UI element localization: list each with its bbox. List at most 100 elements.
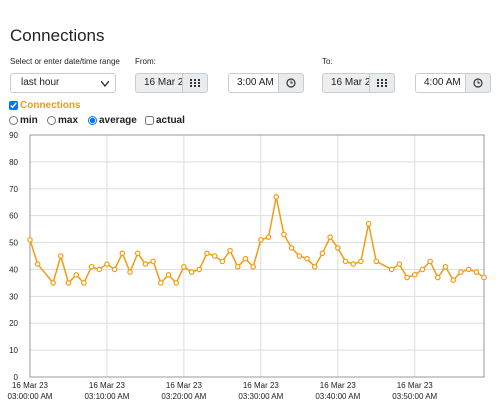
clock-icon xyxy=(473,78,483,88)
data-point xyxy=(473,269,480,275)
y-tick-label: 40 xyxy=(9,265,18,274)
x-tick-time: 03:50:00 AM xyxy=(392,392,437,401)
data-point xyxy=(181,263,187,270)
chart: 0 10 20 30 40 50 60 70 80 90 16 Mar 23 03:00:00 AM 1… xyxy=(8,131,487,401)
data-point xyxy=(435,274,441,281)
calendar-button[interactable] xyxy=(182,73,208,93)
range-value: last hour xyxy=(21,77,60,88)
actual-label: actual xyxy=(156,115,185,126)
to-date-value: 16 Mar 23 xyxy=(331,77,370,88)
to-date[interactable]: 16 Mar 23 xyxy=(322,73,370,93)
data-point xyxy=(234,263,241,270)
data-point xyxy=(227,247,233,254)
to-time-value: 4:00 AM xyxy=(424,77,461,88)
data-point xyxy=(104,261,110,267)
series-label: Connections xyxy=(20,100,81,111)
calendar-button[interactable] xyxy=(369,73,395,93)
data-point xyxy=(65,280,72,286)
y-tick-label: 20 xyxy=(9,319,18,328)
plot-border xyxy=(29,134,485,378)
x-tick-date: 16 Mar 23 xyxy=(12,381,49,390)
y-tick-label: 80 xyxy=(9,158,18,167)
data-point xyxy=(250,263,256,270)
data-point xyxy=(373,258,380,265)
aggregate-option[interactable]: min xyxy=(9,115,38,126)
data-point xyxy=(134,250,141,257)
x-tick-time: 03:30:00 AM xyxy=(238,392,283,401)
data-point xyxy=(365,220,372,227)
data-point xyxy=(150,258,156,265)
data-point xyxy=(342,258,349,265)
to-time[interactable]: 4:00 AM xyxy=(415,73,466,93)
x-tick-time: 03:00:00 AM xyxy=(8,392,53,401)
aggregate-radio[interactable] xyxy=(47,116,56,125)
data-point xyxy=(388,266,395,273)
clock-button[interactable] xyxy=(278,73,304,93)
aggregate-option[interactable]: average xyxy=(88,115,137,126)
data-point xyxy=(481,274,487,281)
data-point xyxy=(96,266,103,273)
data-point xyxy=(50,280,56,286)
data-point xyxy=(281,231,287,238)
data-point xyxy=(465,266,472,273)
series-line xyxy=(29,196,485,285)
x-tick-date: 16 Mar 23 xyxy=(243,381,280,390)
data-point xyxy=(396,261,403,267)
y-tick-label: 50 xyxy=(9,239,18,248)
data-point xyxy=(327,234,333,240)
data-point xyxy=(442,263,449,270)
dropdown-arrow xyxy=(101,81,109,87)
calendar-icon xyxy=(377,79,387,87)
data-point xyxy=(404,274,410,281)
aggregate-radio[interactable] xyxy=(9,116,18,125)
data-point xyxy=(27,237,33,243)
page-title: Connections xyxy=(10,26,105,45)
data-point xyxy=(211,253,218,259)
x-tick-time: 03:20:00 AM xyxy=(161,392,206,401)
actual-checkbox[interactable] xyxy=(145,116,154,125)
y-tick-label: 30 xyxy=(9,292,18,301)
data-point xyxy=(265,234,272,240)
data-point xyxy=(311,263,318,270)
aggregate-label: max xyxy=(58,115,79,126)
series-checkbox[interactable] xyxy=(9,101,18,110)
data-point xyxy=(188,269,195,275)
data-point xyxy=(142,261,149,267)
data-point xyxy=(458,269,464,275)
to-label: To: xyxy=(322,57,333,66)
x-tick-time: 03:10:00 AM xyxy=(84,392,129,401)
aggregate-radio[interactable] xyxy=(88,116,97,125)
data-point xyxy=(419,266,426,273)
data-point xyxy=(81,280,87,286)
x-tick-date: 16 Mar 23 xyxy=(89,381,126,390)
aggregate-label: min xyxy=(20,115,38,126)
y-tick-label: 10 xyxy=(9,346,18,355)
data-point xyxy=(127,269,133,275)
data-point xyxy=(165,272,172,278)
series-toggle[interactable]: Connections xyxy=(9,100,81,111)
data-point xyxy=(119,250,126,257)
data-point xyxy=(173,280,180,286)
data-point xyxy=(304,255,310,262)
aggregate-label: average xyxy=(99,115,137,126)
x-tick-time: 03:40:00 AM xyxy=(315,392,360,401)
clock-button[interactable] xyxy=(465,73,491,93)
aggregate-option[interactable]: max xyxy=(47,115,78,126)
data-point xyxy=(57,253,64,259)
from-time[interactable]: 3:00 AM xyxy=(228,73,279,93)
range-select[interactable]: last hour xyxy=(10,73,116,93)
from-label: From: xyxy=(135,57,156,66)
actual-toggle[interactable]: actual xyxy=(145,115,185,126)
data-point xyxy=(334,245,341,251)
data-point xyxy=(350,261,356,267)
from-date[interactable]: 16 Mar 23 xyxy=(135,73,183,93)
y-tick-label: 0 xyxy=(14,373,19,382)
data-point xyxy=(111,266,118,273)
data-point xyxy=(88,263,95,270)
x-tick-date: 16 Mar 23 xyxy=(320,381,357,390)
data-point xyxy=(258,237,264,243)
x-tick-date: 16 Mar 23 xyxy=(166,381,203,390)
x-tick-date: 16 Mar 23 xyxy=(397,381,434,390)
from-date-value: 16 Mar 23 xyxy=(144,77,183,88)
